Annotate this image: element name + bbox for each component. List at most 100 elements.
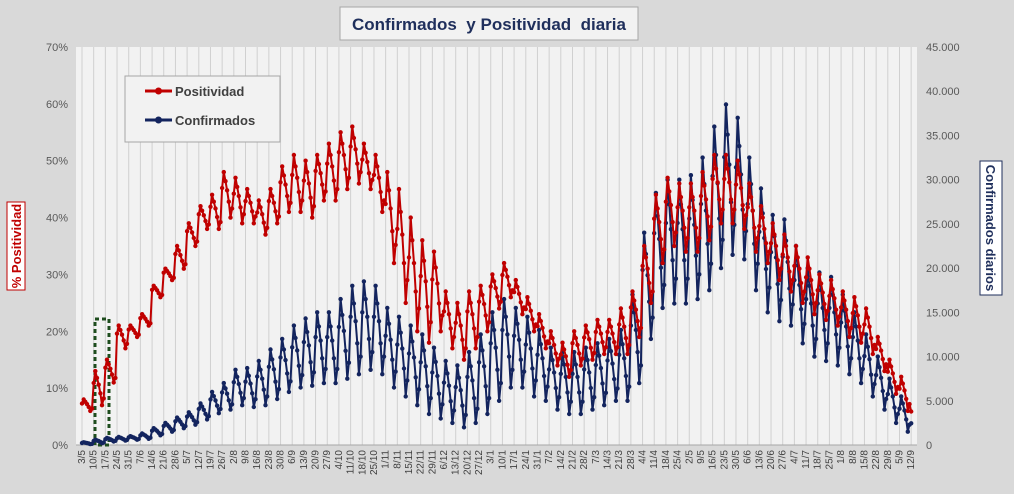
positividad-point <box>149 287 155 292</box>
positividad-point <box>525 295 530 300</box>
right-tick-label: 45.000 <box>926 42 960 54</box>
positividad-point <box>266 198 272 204</box>
positividad-point <box>853 304 859 309</box>
confirmados-point <box>438 416 443 421</box>
confirmados-point <box>398 330 403 335</box>
positividad-point <box>103 365 108 370</box>
positividad-point <box>104 357 110 362</box>
positividad-point <box>194 239 200 244</box>
confirmados-point <box>570 371 575 376</box>
positividad-point <box>803 275 809 280</box>
positividad-point <box>435 281 440 286</box>
confirmados-point <box>241 395 246 401</box>
positividad-point <box>710 176 715 182</box>
positividad-point <box>356 181 362 186</box>
positividad-point <box>778 266 784 271</box>
positividad-point <box>800 300 805 306</box>
positividad-point <box>520 312 525 317</box>
confirmados-point <box>677 177 682 182</box>
confirmados-point <box>213 398 218 403</box>
confirmados-point <box>253 397 258 402</box>
positividad-point <box>655 206 660 211</box>
x-tick-label: 29/8 <box>883 450 894 470</box>
positividad-point <box>677 181 682 186</box>
positividad-point <box>870 351 875 357</box>
positividad-point <box>106 362 111 367</box>
right-axis-label-box: Confirmados diarios <box>979 160 1003 296</box>
positividad-point <box>124 341 130 346</box>
positividad-point <box>848 325 854 331</box>
positividad-point <box>191 235 196 241</box>
confirmados-point <box>136 436 141 442</box>
confirmados-point <box>695 296 700 302</box>
positividad-point <box>361 141 367 146</box>
confirmados-point <box>250 391 255 396</box>
positividad-point <box>863 306 869 311</box>
confirmados-point <box>862 353 867 359</box>
left-tick-label: 20% <box>46 326 68 338</box>
positividad-point <box>224 188 230 193</box>
positividad-point <box>720 207 725 212</box>
confirmados-point <box>463 412 468 418</box>
positividad-point <box>94 375 100 381</box>
positividad-point <box>635 318 640 324</box>
positividad-point <box>523 306 528 312</box>
positividad-point <box>718 221 724 226</box>
x-tick-label: 22/8 <box>871 450 882 470</box>
positividad-point <box>440 313 445 318</box>
positividad-point <box>732 207 737 212</box>
confirmados-point <box>865 344 870 349</box>
positividad-point <box>335 186 340 192</box>
positividad-point <box>867 324 872 329</box>
positividad-point <box>673 230 679 235</box>
positividad-point <box>256 198 261 203</box>
positividad-point <box>645 266 650 271</box>
positividad-point <box>692 208 697 213</box>
confirmados-point <box>366 336 372 342</box>
confirmados-point <box>368 367 373 372</box>
confirmados-point <box>822 327 827 333</box>
positividad-point <box>253 214 258 219</box>
left-tick-label: 50% <box>46 156 68 168</box>
confirmados-point <box>567 411 572 417</box>
positividad-point <box>818 281 824 286</box>
positividad-point <box>543 346 548 351</box>
confirmados-point <box>553 385 558 391</box>
confirmados-point <box>318 338 323 343</box>
confirmados-point <box>283 357 288 363</box>
confirmados-point <box>360 310 365 315</box>
confirmados-point <box>426 411 432 417</box>
confirmados-point <box>707 288 712 293</box>
confirmados-point <box>697 272 702 277</box>
confirmados-point <box>718 265 724 271</box>
confirmados-point <box>813 336 819 342</box>
confirmados-point <box>536 327 542 333</box>
positividad-point <box>408 215 413 220</box>
positividad-point <box>506 283 512 288</box>
positividad-point <box>713 166 719 171</box>
positividad-point <box>466 289 472 294</box>
confirmados-point <box>448 399 453 404</box>
positividad-point <box>390 229 395 234</box>
positividad-point <box>607 317 612 323</box>
positividad-point <box>505 274 510 279</box>
left-axis-ticks: 0% 10% 20% 30% 40% 50% 60% 70% <box>46 42 68 452</box>
confirmados-point <box>520 385 525 390</box>
positividad-point <box>271 200 277 205</box>
right-tick-label: 20.000 <box>926 263 960 275</box>
x-tick-label: 14/2 <box>556 450 567 470</box>
positividad-point <box>193 243 198 249</box>
positividad-point <box>448 326 453 331</box>
positividad-point <box>665 175 670 180</box>
x-tick-label: 28/2 <box>579 450 590 470</box>
confirmados-point <box>608 349 614 354</box>
positividad-point <box>817 272 822 277</box>
x-tick-label: 14/3 <box>603 450 614 470</box>
positividad-point <box>687 205 692 210</box>
positividad-point <box>541 334 547 339</box>
confirmados-point <box>350 283 355 288</box>
legend-marker-positividad <box>155 87 162 95</box>
confirmados-point <box>286 389 292 395</box>
confirmados-point <box>888 385 894 390</box>
positividad-point <box>640 263 645 269</box>
